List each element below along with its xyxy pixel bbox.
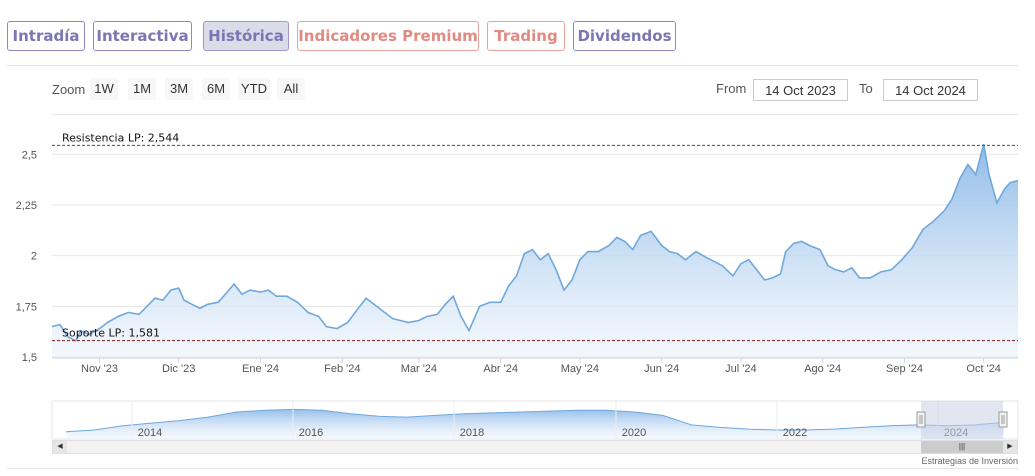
divider	[7, 65, 1019, 66]
navigator-line	[65, 408, 1005, 433]
x-tick-label: Oct '24	[966, 363, 1001, 375]
tab-historica[interactable]: Histórica	[203, 21, 289, 51]
tab-intradia[interactable]: Intradía	[7, 21, 85, 51]
navigator-scrollbar[interactable]: ◀ ||| ▶	[52, 440, 1018, 454]
x-tick-label: Ene '24	[242, 363, 279, 375]
zoom-button-6m[interactable]: 6M	[202, 78, 230, 100]
x-tick-label: Dic '23	[162, 363, 195, 375]
x-tick-label: Jun '24	[644, 363, 679, 375]
navigator-selection	[921, 401, 1003, 439]
x-axis: Nov '23 Dic '23 Ene '24 Feb '24 Mar '24 Abr '…	[52, 357, 1018, 375]
zoom-button-1m[interactable]: 1M	[128, 78, 156, 100]
tab-trading[interactable]: Trading	[487, 21, 565, 51]
scrollbar-thumb[interactable]: |||	[921, 441, 1003, 453]
y-tick-label: 2,5	[22, 149, 37, 161]
x-tick-label: Mar '24	[401, 363, 437, 375]
x-tick-label: Feb '24	[324, 363, 360, 375]
navigator-year-label: 2016	[299, 427, 323, 439]
x-tick-label: Abr '24	[483, 363, 518, 375]
reference-lines: Resistencia LP: 2,544 Soporte LP: 1,581	[52, 131, 1018, 342]
x-tick-label: May '24	[561, 363, 599, 375]
navigator[interactable]: 201420162018202020222024	[51, 400, 1019, 440]
navigator-area	[66, 409, 1004, 439]
from-label: From	[716, 81, 747, 96]
divider	[52, 114, 1018, 115]
y-tick-label: 1,5	[22, 352, 37, 364]
zoom-button-ytd[interactable]: YTD	[238, 78, 270, 100]
credit-text: Estrategias de Inversión	[921, 456, 1018, 466]
scroll-right-icon[interactable]: ▶	[1003, 441, 1017, 453]
navigator-handle[interactable]	[998, 411, 1008, 428]
x-tick-label: Jul '24	[725, 363, 756, 375]
x-tick-label: Sep '24	[886, 363, 923, 375]
navigator-year-label: 2022	[783, 427, 807, 439]
tab-interactiva[interactable]: Interactiva	[93, 21, 192, 51]
navigator-year-label: 2014	[138, 427, 162, 439]
zoom-label: Zoom	[52, 82, 86, 97]
support-label: Soporte LP: 1,581	[62, 327, 160, 340]
price-area	[52, 144, 1018, 357]
to-date-input[interactable]	[883, 79, 978, 101]
tab-indicadores-premium[interactable]: Indicadores Premium	[297, 21, 479, 51]
price-line	[51, 143, 1019, 342]
y-tick-label: 2	[31, 251, 37, 263]
y-axis: 1,5 1,75 2 2,25 2,5	[16, 149, 37, 364]
zoom-button-all[interactable]: All	[277, 78, 305, 100]
divider	[7, 468, 1019, 469]
navigator-handle[interactable]	[916, 411, 926, 428]
scroll-left-icon[interactable]: ◀	[53, 441, 67, 453]
to-label: To	[859, 81, 873, 96]
zoom-button-3m[interactable]: 3M	[165, 78, 193, 100]
resistance-label: Resistencia LP: 2,544	[62, 131, 179, 144]
y-tick-label: 1,75	[16, 301, 37, 313]
y-tick-label: 2,25	[16, 200, 37, 212]
navigator-year-label: 2020	[622, 427, 646, 439]
zoom-button-1w[interactable]: 1W	[90, 78, 118, 100]
x-tick-label: Nov '23	[81, 363, 118, 375]
price-chart[interactable]: 1,5 1,75 2 2,25 2,5 Resistencia LP: 2,544 Sop…	[0, 120, 1035, 440]
navigator-year-label: 2018	[460, 427, 484, 439]
tab-dividendos[interactable]: Dividendos	[573, 21, 676, 51]
x-tick-label: Ago '24	[804, 363, 841, 375]
from-date-input[interactable]	[753, 79, 848, 101]
